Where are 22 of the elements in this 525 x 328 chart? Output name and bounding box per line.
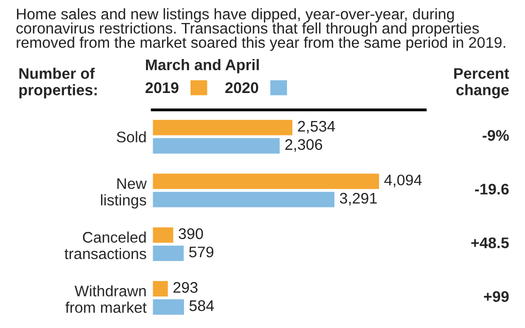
- data-label: 2,306: [285, 139, 322, 152]
- data-label: 3,291: [340, 192, 377, 206]
- data-label: 2,534: [298, 120, 336, 134]
- data-label: 584: [189, 300, 214, 312]
- chart-subtitle: Home sales and new listings have dipped, year-over-year, during coronavirus restrictions. Transactions that fell through and properties removed from the market soared this year from the same period in 2019.: [16, 8, 506, 51]
- y-tick-label: Sold: [116, 131, 146, 142]
- text: Percent change: [454, 68, 510, 98]
- data-label: 579: [189, 246, 214, 258]
- y-tick-label: New listings: [101, 178, 147, 208]
- text: -9%: [482, 130, 509, 141]
- data-label: 390: [178, 228, 203, 240]
- text: -19.6: [475, 184, 509, 195]
- legend-label: 2019: [146, 82, 178, 94]
- data-label: 4,094: [384, 174, 422, 188]
- legend-label: 2020: [225, 82, 258, 94]
- text: +99: [484, 291, 509, 302]
- y-tick-label: Withdrawn from market: [65, 285, 147, 313]
- legend-title: March and April: [146, 59, 259, 74]
- y-tick-label: Canceled transactions: [64, 232, 146, 260]
- y-axis-title: Number of properties:: [19, 68, 97, 98]
- data-label: 293: [173, 282, 198, 293]
- text: +48.5: [471, 237, 509, 248]
